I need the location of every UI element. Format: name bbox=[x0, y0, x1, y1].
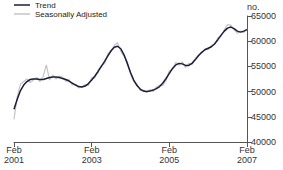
svg-text:2007: 2007 bbox=[237, 155, 257, 165]
svg-text:Seasonally Adjusted: Seasonally Adjusted bbox=[35, 10, 107, 19]
svg-text:Feb: Feb bbox=[6, 145, 22, 155]
svg-text:Feb: Feb bbox=[162, 145, 178, 155]
svg-text:2003: 2003 bbox=[82, 155, 102, 165]
svg-text:45000: 45000 bbox=[251, 112, 276, 122]
svg-text:40000: 40000 bbox=[251, 137, 276, 147]
svg-text:2001: 2001 bbox=[4, 155, 24, 165]
svg-text:Feb: Feb bbox=[84, 145, 100, 155]
svg-text:Feb: Feb bbox=[239, 145, 255, 155]
svg-text:no.: no. bbox=[247, 2, 260, 13]
svg-text:Trend: Trend bbox=[35, 1, 56, 10]
svg-text:55000: 55000 bbox=[251, 61, 276, 71]
svg-text:60000: 60000 bbox=[251, 36, 276, 46]
svg-text:50000: 50000 bbox=[251, 87, 276, 97]
svg-text:65000: 65000 bbox=[251, 11, 276, 21]
svg-text:2005: 2005 bbox=[159, 155, 179, 165]
